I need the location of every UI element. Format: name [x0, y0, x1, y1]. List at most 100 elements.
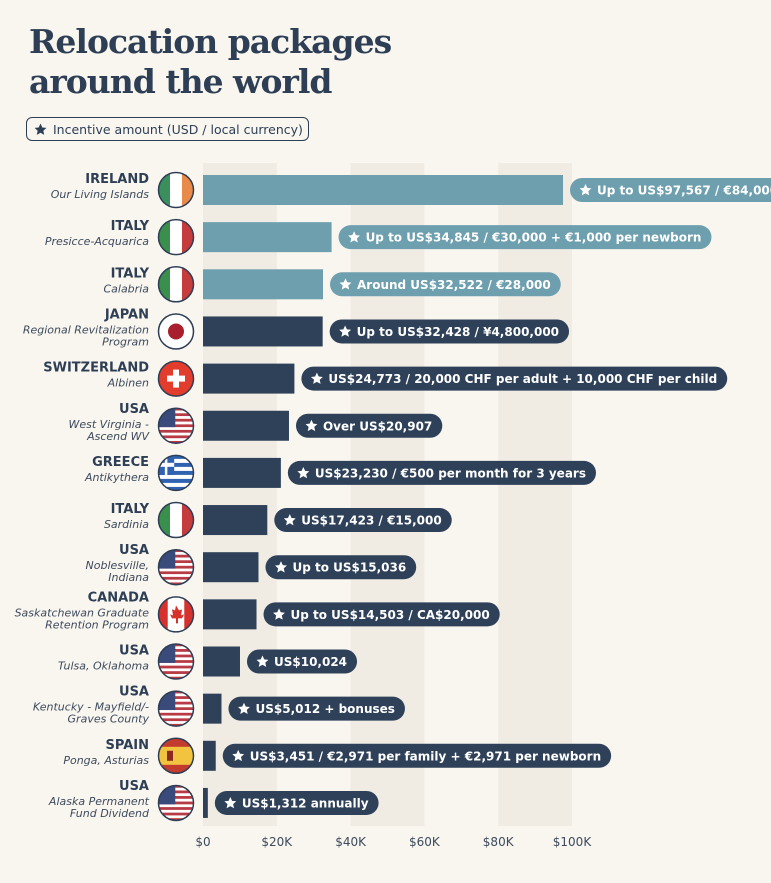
- usa-flag-icon: [158, 643, 194, 680]
- flag-border: [157, 596, 195, 633]
- star-icon: [256, 655, 269, 667]
- value-label-pill: [228, 696, 405, 721]
- bar: [203, 740, 216, 771]
- flag-part: [158, 643, 194, 647]
- value-label: US$1,312 annually: [214, 790, 379, 815]
- value-label: US$3,451 / €2,971 per family + €2,971 pe…: [222, 743, 612, 768]
- title-line-2: around the world: [29, 62, 332, 101]
- value-label-text: Up to US$34,845 / €30,000 + €1,000 per n…: [366, 231, 702, 245]
- value-label: Up to US$32,428 / ¥4,800,000: [329, 319, 570, 344]
- flag-part: [158, 466, 194, 472]
- flag-part: [158, 718, 194, 722]
- program-name: Alaska Permanent: [48, 795, 150, 808]
- flag-part: [158, 576, 194, 580]
- value-label: Up to US$14,503 / CA$20,000: [263, 602, 500, 627]
- flag-part: [158, 462, 175, 467]
- bar: [203, 693, 222, 724]
- country-name: SWITZERLAND: [43, 361, 149, 376]
- flag-border: [157, 360, 195, 397]
- flag-part: [158, 474, 194, 480]
- value-label-text: US$1,312 annually: [242, 796, 369, 810]
- flag-part: [168, 323, 184, 340]
- flag-part: [158, 809, 194, 813]
- country-name: USA: [119, 543, 149, 558]
- flag-part: [158, 574, 194, 578]
- value-label: US$17,423 / €15,000: [274, 508, 452, 533]
- page-title: Relocation packages around the world: [29, 22, 392, 102]
- value-label-pill: [330, 272, 561, 297]
- flag-border: [157, 737, 195, 775]
- flag-part: [158, 693, 194, 697]
- star-icon: [348, 231, 360, 243]
- flag-part: [158, 651, 194, 655]
- bar: [203, 222, 332, 253]
- flag-part: [158, 549, 194, 553]
- flag-part: [158, 427, 194, 431]
- flag-part: [158, 649, 194, 653]
- flag-part: [158, 710, 194, 714]
- flag-border: [157, 501, 195, 539]
- value-label-pill: [295, 413, 443, 438]
- value-label-text: US$5,012 + bonuses: [255, 702, 394, 716]
- usa-flag-icon: [158, 784, 194, 821]
- flag-part: [158, 462, 194, 468]
- country-name: USA: [119, 402, 149, 417]
- star-icon: [232, 749, 245, 762]
- value-label-pill: [338, 225, 712, 250]
- bar: [203, 552, 259, 583]
- star-icon: [339, 325, 352, 337]
- greece-flag-icon: [158, 454, 194, 491]
- grid-band: [203, 163, 277, 826]
- program-name: Tulsa, Oklahoma: [58, 660, 149, 673]
- value-label-text: Up to US$14,503 / CA$20,000: [291, 608, 490, 622]
- program-name: Ponga, Asturias: [63, 754, 149, 767]
- program-name: Antikythera: [84, 471, 149, 484]
- x-tick-label: $40K: [335, 835, 367, 849]
- flag-part: [158, 424, 194, 428]
- flag-part: [184, 596, 194, 633]
- flag-part: [158, 429, 194, 433]
- flag-part: [158, 704, 194, 708]
- flag-part: [158, 416, 194, 420]
- maple-leaf: [170, 605, 184, 624]
- x-tick-label: $60K: [409, 835, 441, 849]
- program-name: Kentucky - Mayfield/-: [33, 701, 149, 714]
- flag-part: [158, 723, 194, 727]
- flag-border: [157, 784, 195, 822]
- usa-flag-icon: [158, 407, 194, 444]
- program-name: Noblesville,: [86, 559, 149, 572]
- flag-part: [158, 784, 194, 789]
- value-label: Up to US$15,036: [265, 555, 417, 580]
- country-name: ITALY: [111, 219, 150, 234]
- country-name: USA: [119, 685, 149, 700]
- bar: [203, 363, 295, 394]
- flag-part: [158, 801, 194, 805]
- flag-border: [157, 218, 195, 256]
- value-label-text: US$24,773 / 20,000 CHF per adult + 10,00…: [328, 372, 717, 386]
- flag-part: [158, 668, 194, 672]
- flag-part: [158, 787, 194, 791]
- flag-part: [158, 568, 194, 572]
- flag-border: [157, 690, 195, 727]
- flag-part: [158, 407, 194, 411]
- value-label: Up to US$34,845 / €30,000 + €1,000 per n…: [338, 225, 712, 250]
- value-label-pill: [263, 602, 500, 627]
- value-label-text: Over US$20,907: [323, 419, 432, 433]
- star-icon: [579, 184, 592, 196]
- flag-part: [158, 812, 194, 816]
- flag-part: [167, 375, 185, 382]
- flag-border: [157, 266, 195, 303]
- flag-part: [158, 712, 194, 716]
- flag-part: [158, 482, 194, 488]
- flag-part: [158, 486, 194, 491]
- program-name: Indiana: [108, 571, 149, 584]
- country-name: ITALY: [111, 502, 150, 517]
- flag-part: [158, 796, 194, 800]
- bar: [203, 175, 564, 205]
- flag-part: [158, 696, 194, 700]
- flag-part: [158, 673, 194, 678]
